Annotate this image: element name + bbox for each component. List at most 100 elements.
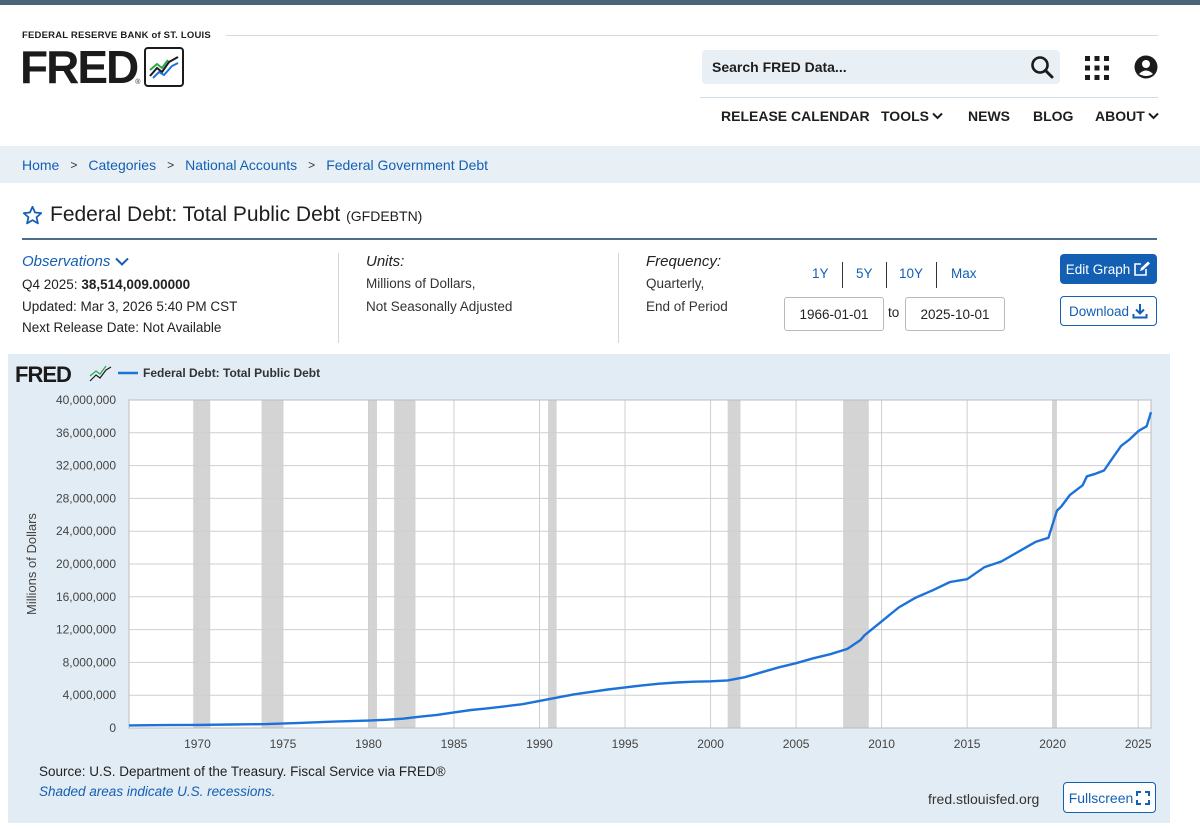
- nav-label: BLOG: [1033, 108, 1074, 124]
- graph-panel: FRED Federal Debt: Total Public Debt Mil…: [8, 354, 1170, 823]
- search-input[interactable]: [702, 50, 1022, 84]
- fullscreen-button[interactable]: Fullscreen: [1063, 782, 1156, 813]
- x-tick-label: 1975: [270, 737, 297, 751]
- x-tick-label: 2000: [697, 737, 724, 751]
- y-tick-label: 20,000,000: [56, 557, 116, 571]
- series-title: Federal Debt: Total Public Debt: [50, 203, 341, 226]
- y-tick-label: 12,000,000: [56, 623, 116, 637]
- breadcrumb: Home > Categories > National Accounts > …: [0, 146, 1200, 183]
- breadcrumb-national-accounts[interactable]: National Accounts: [185, 156, 298, 173]
- observations-label: Observations: [22, 253, 111, 270]
- x-tick-labels: 1970 1975 1980 1985 1990 1995 2000 2005 2010 2015…: [184, 737, 1152, 751]
- org-name: FEDERAL RESERVE BANK of ST. LOUIS: [22, 30, 211, 41]
- y-tick-label: 0: [109, 721, 116, 735]
- breadcrumb-federal-government-debt[interactable]: Federal Government Debt: [326, 156, 489, 173]
- registered-mark: ®: [135, 79, 141, 86]
- units-label: Units:: [366, 253, 405, 270]
- x-tick-label: 2005: [783, 737, 810, 751]
- debt-line-chart: FRED Federal Debt: Total Public Debt Mil…: [15, 362, 1153, 751]
- range-5y-button[interactable]: 5Y: [856, 266, 873, 281]
- x-tick-label: 2020: [1039, 737, 1066, 751]
- latest-period: Q4 2025:: [22, 277, 78, 292]
- y-axis-label: Millions of Dollars: [24, 513, 39, 615]
- site-url: fred.stlouisfed.org: [928, 791, 1040, 807]
- fullscreen-icon: [1136, 790, 1151, 805]
- nav-divider: [700, 97, 1158, 98]
- nav-news[interactable]: NEWS: [968, 108, 1010, 124]
- breadcrumb-separator: >: [70, 157, 78, 172]
- fred-logo[interactable]: FRED ®: [20, 41, 185, 93]
- edit-graph-button[interactable]: Edit Graph: [1060, 254, 1157, 284]
- y-tick-label: 32,000,000: [56, 459, 116, 473]
- title-divider: [22, 238, 1157, 240]
- page-title: Federal Debt: Total Public Debt (GFDEBTN…: [50, 203, 422, 227]
- chart-fred-logo: FRED: [15, 362, 71, 387]
- y-tick-label: 28,000,000: [56, 491, 116, 505]
- observations-dropdown[interactable]: Observations: [22, 253, 130, 270]
- y-tick-label: 40,000,000: [56, 393, 116, 407]
- y-tick-labels: 0 4,000,000 8,000,000 12,000,000 16,000,000 2…: [56, 393, 116, 735]
- x-tick-label: 2025: [1125, 737, 1152, 751]
- nav-blog[interactable]: BLOG: [1033, 108, 1073, 124]
- units-line-1: Millions of Dollars,: [366, 276, 476, 291]
- breadcrumb-categories[interactable]: Categories: [88, 156, 157, 173]
- nav-label: TOOLS: [881, 108, 929, 124]
- units-line-2: Not Seasonally Adjusted: [366, 299, 513, 314]
- x-tick-label: 1970: [184, 737, 211, 751]
- x-tick-label: 1980: [355, 737, 382, 751]
- edit-icon: [1134, 261, 1151, 276]
- range-separator: [842, 262, 843, 288]
- range-1y-button[interactable]: 1Y: [812, 266, 829, 281]
- start-date-input[interactable]: 1966-01-01: [784, 297, 884, 331]
- nav-tools[interactable]: TOOLS: [881, 108, 943, 124]
- series-id: (GFDEBTN): [346, 208, 423, 224]
- y-tick-label: 36,000,000: [56, 426, 116, 440]
- next-release-date: Next Release Date: Not Available: [22, 320, 222, 335]
- y-tick-label: 8,000,000: [63, 655, 117, 669]
- y-tick-label: 4,000,000: [63, 688, 117, 702]
- x-tick-label: 1995: [612, 737, 639, 751]
- date-to-label: to: [888, 305, 900, 320]
- range-separator: [936, 262, 937, 288]
- frequency-line-2: End of Period: [646, 299, 728, 314]
- apps-grid-icon[interactable]: [1084, 55, 1110, 81]
- end-date-input[interactable]: 2025-10-01: [905, 297, 1005, 331]
- nav-release-calendar[interactable]: RELEASE CALENDAR: [721, 108, 870, 124]
- gridlines: [128, 399, 1152, 729]
- edit-graph-label: Edit Graph: [1065, 261, 1131, 277]
- breadcrumb-separator: >: [167, 157, 175, 172]
- latest-observation: Q4 2025: 38,514,009.00000: [22, 277, 190, 292]
- range-separator: [886, 262, 887, 288]
- breadcrumb-home[interactable]: Home: [22, 156, 60, 173]
- fred-logo-text: FRED: [20, 41, 139, 93]
- range-10y-button[interactable]: 10Y: [899, 266, 924, 281]
- y-tick-label: 24,000,000: [56, 524, 116, 538]
- column-divider: [338, 253, 339, 343]
- nav-label: ABOUT: [1095, 108, 1145, 124]
- search-icon[interactable]: [1030, 55, 1054, 79]
- fullscreen-label: Fullscreen: [1068, 789, 1134, 806]
- search-box: [702, 50, 1060, 84]
- range-max-button[interactable]: Max: [951, 266, 977, 281]
- fred-chart-icon: [144, 47, 185, 87]
- nav-label: NEWS: [968, 108, 1010, 124]
- user-account-icon[interactable]: [1134, 55, 1158, 79]
- y-tick-label: 16,000,000: [56, 590, 116, 604]
- header-divider: [226, 35, 1158, 36]
- column-divider: [618, 253, 619, 343]
- x-tick-label: 1990: [526, 737, 553, 751]
- top-accent-bar: [0, 0, 1200, 5]
- frequency-line-1: Quarterly,: [646, 276, 705, 291]
- download-button[interactable]: Download: [1060, 296, 1157, 326]
- x-tick-label: 2015: [954, 737, 981, 751]
- chevron-down-icon: [115, 257, 130, 266]
- x-tick-label: 2010: [868, 737, 895, 751]
- plot-border: [128, 399, 1152, 729]
- star-favorite-icon[interactable]: [22, 205, 43, 226]
- breadcrumb-separator: >: [308, 157, 316, 172]
- recession-note[interactable]: Shaded areas indicate U.S. recessions.: [39, 784, 276, 799]
- updated-date: Updated: Mar 3, 2026 5:40 PM CST: [22, 299, 238, 314]
- download-icon: [1132, 304, 1148, 319]
- source-note: Source: U.S. Department of the Treasury.…: [39, 764, 446, 779]
- nav-about[interactable]: ABOUT: [1095, 108, 1159, 124]
